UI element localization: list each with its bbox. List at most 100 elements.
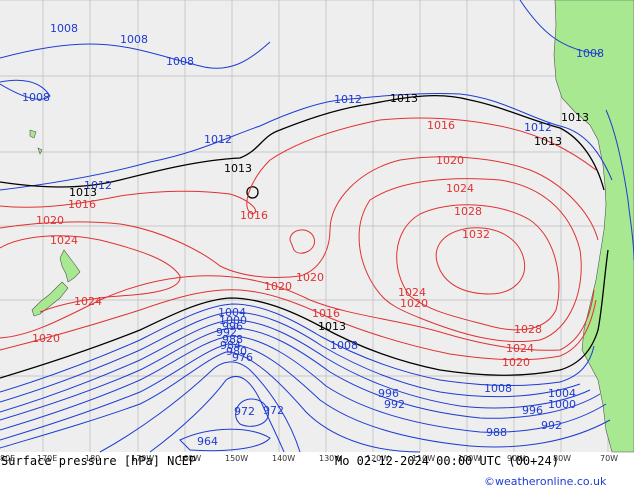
- longitude-tick-label: 170E: [37, 454, 57, 463]
- isobar-label: 988: [222, 333, 243, 346]
- isobar-label: 1024: [74, 295, 102, 308]
- isobar-984: [0, 351, 421, 453]
- isobar-label: 984: [220, 339, 241, 352]
- longitude-tick-label: 80E: [0, 454, 15, 463]
- isobar-label: 1013: [390, 92, 418, 105]
- isobar-1008-north: [0, 41, 271, 69]
- isobar-992: [0, 335, 607, 433]
- isobar-label: 1013: [224, 162, 252, 175]
- pacific-island: [37, 147, 43, 155]
- isobar-1012-coast: [605, 109, 634, 261]
- longitude-tick-label: 70W: [600, 454, 618, 463]
- isobar-label: 1032: [462, 228, 490, 241]
- isobar-label: 996: [378, 387, 399, 400]
- isobar-label: 992: [216, 326, 237, 339]
- longitude-tick-label: 130W: [319, 454, 342, 463]
- isobar-label: 988: [486, 426, 507, 439]
- longitude-tick-label: 110W: [412, 454, 435, 463]
- isobar-964-ring: [179, 428, 271, 452]
- isobar-label: 976: [232, 351, 253, 364]
- isobar-1008-south: [0, 303, 595, 393]
- isobar-label: 1020: [32, 332, 60, 345]
- isobar-label: 1020: [502, 356, 530, 369]
- longitude-tick-label: 80W: [553, 454, 571, 463]
- isobar-label: 1013: [69, 186, 97, 199]
- isobar-label: 1000: [219, 314, 247, 327]
- isobar-label: 1012: [334, 93, 362, 106]
- isobar-label: 992: [541, 419, 562, 432]
- graticule: [0, 0, 634, 452]
- isobar-1004: [0, 311, 581, 403]
- isobar-label: 1004: [218, 306, 246, 319]
- run-time: Mo 02-12-2024 00:00 UTC (00+24): [335, 454, 559, 468]
- isobar-label: 1024: [446, 182, 474, 195]
- isobar-1016-south: [0, 289, 597, 361]
- isobar-label: 1020: [436, 154, 464, 167]
- isobar-1024-west: [0, 235, 181, 313]
- isobar-label: 996: [522, 404, 543, 417]
- isobar-1028: [396, 204, 560, 331]
- isobar-1020-north: [0, 156, 599, 278]
- isobars: [0, 0, 634, 453]
- map-title: Surface pressure [hPa] NCEP: [1, 454, 196, 468]
- isobar-1020-south: [0, 275, 595, 351]
- isobar-label: 1012: [84, 179, 112, 192]
- isobar-label: 972: [263, 404, 284, 417]
- isobar-label: 1008: [120, 33, 148, 46]
- isobar-label: 964: [197, 435, 218, 448]
- isobar-1024-east: [358, 178, 582, 343]
- isobar-label: 1013: [561, 111, 589, 124]
- new-zealand-south-island: [31, 281, 69, 317]
- south-america-land: [553, 0, 634, 453]
- isobar-label: 1016: [240, 209, 268, 222]
- land-masses: [29, 0, 634, 453]
- isobar-label: 1008: [576, 47, 604, 60]
- isobar-label: 1012: [204, 133, 232, 146]
- isobar-label: 1020: [296, 271, 324, 284]
- isobar-1032: [435, 227, 526, 295]
- longitude-tick-label: 140W: [272, 454, 295, 463]
- isobar-1013-low-cell: [246, 186, 259, 199]
- isobar-label: 1020: [400, 297, 428, 310]
- isobar-label: 1008: [50, 22, 78, 35]
- isobar-label: 1013: [534, 135, 562, 148]
- isobar-972-ring: [235, 398, 269, 427]
- pacific-island: [29, 129, 37, 139]
- isobar-1000: [0, 319, 591, 413]
- isobar-labels: 1008 1008 1008 1008 1008 1012 1012 1012 …: [22, 22, 604, 448]
- longitude-ticks: 80E 170E 180 170W 160W 150W 140W 130W 12…: [0, 454, 618, 463]
- isobar-980: [99, 361, 301, 453]
- isobar-label: 972: [234, 405, 255, 418]
- isobar-1013-south: [0, 249, 609, 379]
- credit-text: ©weatheronline.co.uk: [484, 475, 607, 488]
- isobar-label: 1013: [318, 320, 346, 333]
- isobar-1008-north-west: [0, 79, 51, 100]
- isobar-1012-north: [0, 92, 613, 191]
- isobar-988: [0, 343, 611, 448]
- isobar-996: [0, 327, 601, 421]
- longitude-tick-label: 150W: [225, 454, 248, 463]
- isobar-label: 1008: [166, 55, 194, 68]
- isobar-label: 1020: [36, 214, 64, 227]
- isobar-label: 1016: [68, 198, 96, 211]
- isobar-label: 1012: [524, 121, 552, 134]
- longitude-tick-label: 90W: [507, 454, 525, 463]
- isobar-label: 1008: [330, 339, 358, 352]
- longitude-tick-label: 160W: [178, 454, 201, 463]
- isobar-label: 1016: [427, 119, 455, 132]
- isobar-1013-north: [0, 94, 605, 191]
- isobar-1020-cell: [289, 229, 316, 254]
- longitude-tick-label: 100W: [458, 454, 481, 463]
- isobar-label: 996: [222, 320, 243, 333]
- isobar-label: 1024: [398, 286, 426, 299]
- isobar-label: 992: [384, 398, 405, 411]
- isobar-label: 1000: [548, 398, 576, 411]
- longitude-tick-label: 120W: [366, 454, 389, 463]
- isobar-1008-ne: [519, 0, 601, 55]
- new-zealand-north-island: [59, 249, 81, 283]
- isobar-label: 980: [226, 345, 247, 358]
- isobar-976: [149, 375, 285, 453]
- isobar-label: 1028: [514, 323, 542, 336]
- isobar-label: 1020: [264, 280, 292, 293]
